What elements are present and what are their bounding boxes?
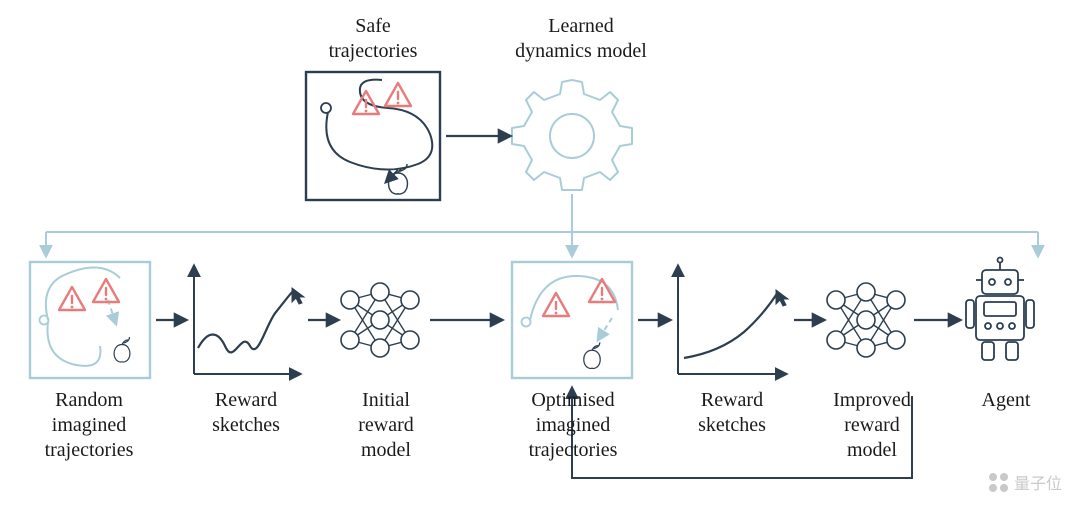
safe-trajectories-box xyxy=(306,72,440,200)
neural-net-icon xyxy=(341,283,419,357)
watermark: 量子位 xyxy=(989,470,1062,494)
distribution-arrows xyxy=(46,194,1038,256)
neural-net-icon xyxy=(827,283,905,357)
label-optimised-imagined: Optimised imagined trajectories xyxy=(498,388,648,463)
reward-sketch-2 xyxy=(678,266,788,374)
random-imagined-box xyxy=(30,262,150,378)
label-reward-sketches-2: Reward sketches xyxy=(672,388,792,438)
label-improved-reward-model: Improved reward model xyxy=(812,388,932,463)
gear-icon xyxy=(512,80,632,190)
label-reward-sketches-1: Reward sketches xyxy=(186,388,306,438)
label-agent: Agent xyxy=(966,388,1046,413)
label-learned-dynamics: Learned dynamics model xyxy=(496,14,666,64)
cursor-icon xyxy=(292,288,304,304)
robot-icon xyxy=(966,258,1034,361)
watermark-text: 量子位 xyxy=(1014,470,1062,494)
label-random-imagined: Random imagined trajectories xyxy=(14,388,164,463)
optimised-imagined-box xyxy=(512,262,632,378)
label-safe-trajectories: Safe trajectories xyxy=(308,14,438,64)
label-initial-reward-model: Initial reward model xyxy=(326,388,446,463)
cursor-icon xyxy=(776,290,788,306)
reward-sketch-1 xyxy=(194,266,304,374)
